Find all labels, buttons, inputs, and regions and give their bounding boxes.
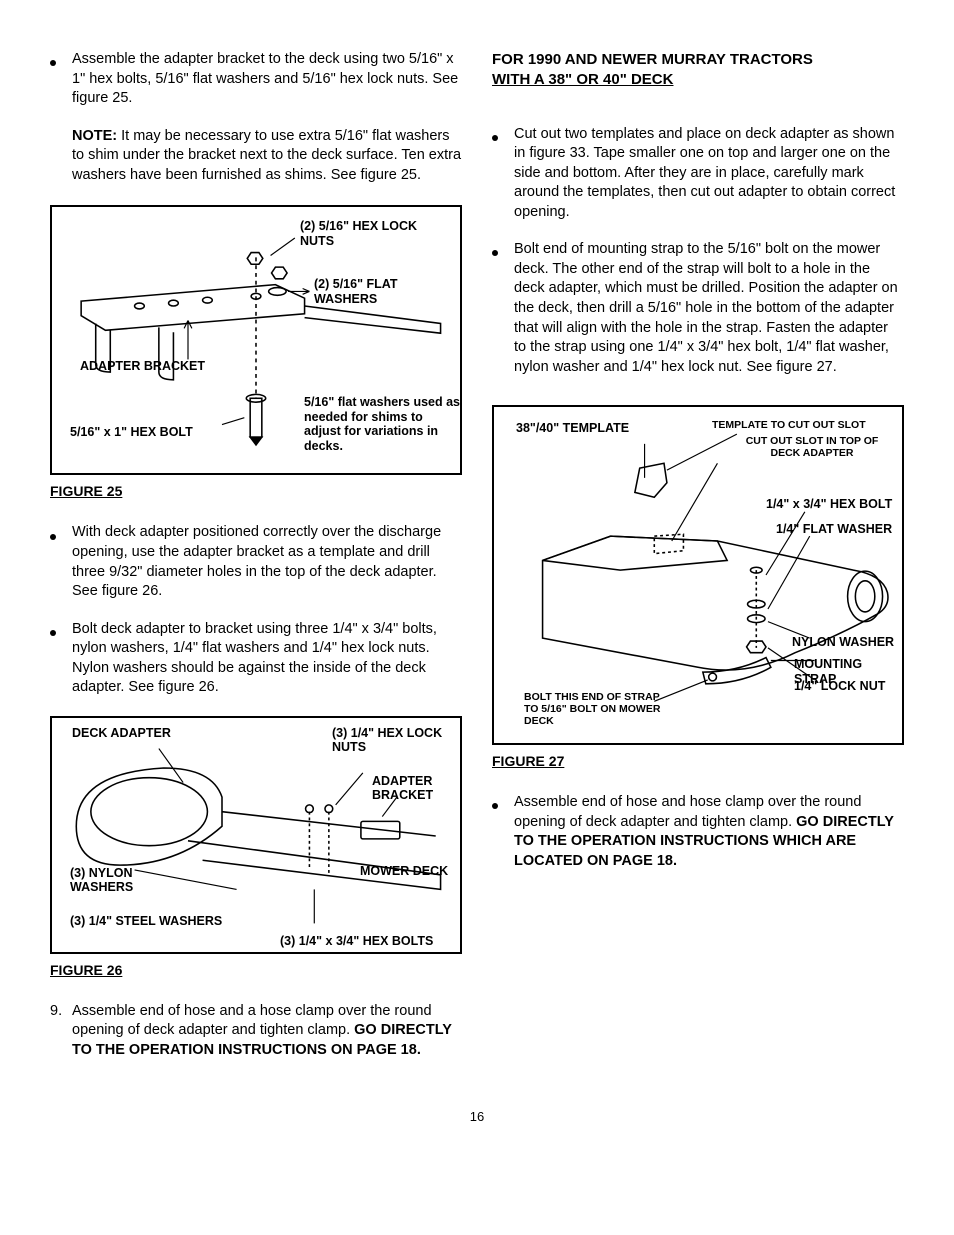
bullet-icon bbox=[50, 50, 72, 109]
fig27-label-hexbolt: 1/4" x 3/4" HEX BOLT bbox=[766, 497, 892, 511]
body-text: Assemble end of hose and hose clamp over… bbox=[514, 793, 904, 871]
fig26-label-steel: (3) 1/4" STEEL WASHERS bbox=[70, 914, 222, 928]
figure-25-caption: FIGURE 25 bbox=[50, 483, 462, 499]
figure-26-caption: FIGURE 26 bbox=[50, 962, 462, 978]
figure-27-caption: FIGURE 27 bbox=[492, 753, 904, 769]
bullet-icon bbox=[50, 523, 72, 601]
fig26-label-locknuts: (3) 1/4" HEX LOCK NUTS bbox=[332, 726, 452, 755]
bullet-item: Assemble end of hose and hose clamp over… bbox=[492, 793, 904, 871]
fig27-label-strapnote: BOLT THIS END OF STRAP TO 5/16" BOLT ON … bbox=[524, 691, 664, 727]
heading-line-underline: WITH A 38" OR 40" DECK bbox=[492, 71, 673, 88]
fig27-label-locknut: 1/4" LOCK NUT bbox=[794, 679, 885, 693]
fig26-label-hexbolts: (3) 1/4" x 3/4" HEX BOLTS bbox=[280, 934, 433, 948]
fig26-label-mowerdeck: MOWER DECK bbox=[360, 864, 448, 878]
body-text: With deck adapter positioned correctly o… bbox=[72, 523, 462, 601]
right-column: FOR 1990 AND NEWER MURRAY TRACTORS WITH … bbox=[492, 50, 904, 1079]
fig25-label-bracket: ADAPTER BRACKET bbox=[80, 359, 205, 373]
figure-27: 38"/40" TEMPLATE TEMPLATE TO CUT OUT SLO… bbox=[492, 405, 904, 745]
bullet-icon bbox=[492, 125, 514, 223]
fig25-label-hexbolt: 5/16" x 1" HEX BOLT bbox=[70, 425, 193, 439]
fig25-label-shimnote: 5/16" flat washers used as needed for sh… bbox=[304, 395, 462, 453]
note-text: It may be necessary to use extra 5/16" f… bbox=[72, 128, 461, 183]
fig26-label-deckadapter: DECK ADAPTER bbox=[72, 726, 171, 740]
note-label: NOTE: bbox=[72, 128, 117, 144]
fig27-label-templatecut: TEMPLATE TO CUT OUT SLOT bbox=[712, 419, 902, 431]
fig26-label-bracket: ADAPTER BRACKET bbox=[372, 774, 462, 803]
heading-line: FOR 1990 AND NEWER MURRAY TRACTORS bbox=[492, 51, 813, 68]
body-text: Bolt end of mounting strap to the 5/16" … bbox=[514, 240, 904, 377]
body-text: Assemble the adapter bracket to the deck… bbox=[72, 50, 462, 109]
left-column: Assemble the adapter bracket to the deck… bbox=[50, 50, 462, 1079]
bullet-item: Bolt end of mounting strap to the 5/16" … bbox=[492, 240, 904, 377]
bullet-icon bbox=[50, 620, 72, 698]
body-text: Bolt deck adapter to bracket using three… bbox=[72, 620, 462, 698]
fig25-label-flatwashers: (2) 5/16" FLAT WASHERS bbox=[314, 277, 444, 306]
body-text: Assemble end of hose and a hose clamp ov… bbox=[72, 1002, 462, 1061]
bullet-item: Cut out two templates and place on deck … bbox=[492, 125, 904, 223]
bullet-item: With deck adapter positioned correctly o… bbox=[50, 523, 462, 601]
item-number: 9. bbox=[50, 1002, 72, 1061]
fig25-label-locknuts: (2) 5/16" HEX LOCK NUTS bbox=[300, 219, 430, 248]
note-block: NOTE: It may be necessary to use extra 5… bbox=[72, 127, 462, 186]
page: Assemble the adapter bracket to the deck… bbox=[0, 0, 954, 1109]
numbered-item: 9. Assemble end of hose and a hose clamp… bbox=[50, 1002, 462, 1061]
figure-26: DECK ADAPTER (3) 1/4" HEX LOCK NUTS ADAP… bbox=[50, 716, 462, 954]
page-number: 16 bbox=[0, 1109, 954, 1144]
fig27-label-cutslot: CUT OUT SLOT IN TOP OF DECK ADAPTER bbox=[732, 435, 892, 459]
fig27-label-template: 38"/40" TEMPLATE bbox=[516, 421, 629, 435]
fig27-label-nylon: NYLON WASHER bbox=[792, 635, 894, 649]
body-text: Cut out two templates and place on deck … bbox=[514, 125, 904, 223]
fig27-label-flatwasher: 1/4" FLAT WASHER bbox=[776, 522, 892, 536]
bullet-item: Assemble the adapter bracket to the deck… bbox=[50, 50, 462, 109]
bullet-icon bbox=[492, 793, 514, 871]
bullet-item: Bolt deck adapter to bracket using three… bbox=[50, 620, 462, 698]
bullet-icon bbox=[492, 240, 514, 377]
fig26-label-nylon: (3) NYLON WASHERS bbox=[70, 866, 160, 895]
section-heading: FOR 1990 AND NEWER MURRAY TRACTORS WITH … bbox=[492, 50, 904, 91]
figure-25: (2) 5/16" HEX LOCK NUTS (2) 5/16" FLAT W… bbox=[50, 205, 462, 475]
